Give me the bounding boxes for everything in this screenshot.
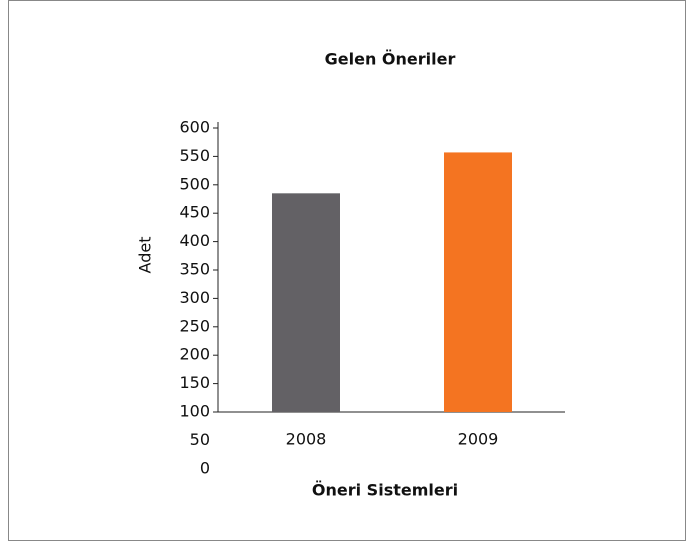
- x-tick-label: 2008: [286, 430, 327, 449]
- bar: [272, 193, 340, 412]
- chart-title: Gelen Öneriler: [325, 50, 456, 69]
- y-axis-label: Adet: [136, 237, 155, 274]
- y-tick-label: 250: [179, 316, 210, 335]
- y-tick-label: 300: [179, 288, 210, 307]
- y-tick-label: 150: [179, 373, 210, 392]
- y-tick-label: 100: [179, 402, 210, 421]
- y-tick-label: 200: [179, 345, 210, 364]
- y-tick-label: 600: [179, 118, 210, 137]
- frame: [8, 0, 686, 541]
- y-tick-label: 450: [179, 203, 210, 222]
- y-tick-label: 500: [179, 174, 210, 193]
- x-tick-label: 2009: [458, 430, 499, 449]
- x-axis-label: Öneri Sistemleri: [312, 481, 458, 500]
- y-tick-label: 50: [190, 430, 210, 449]
- bar: [444, 152, 512, 412]
- y-tick-label: 0: [200, 458, 210, 477]
- y-tick-label: 550: [179, 146, 210, 165]
- y-tick-label: 350: [179, 260, 210, 279]
- y-tick-label: 400: [179, 231, 210, 250]
